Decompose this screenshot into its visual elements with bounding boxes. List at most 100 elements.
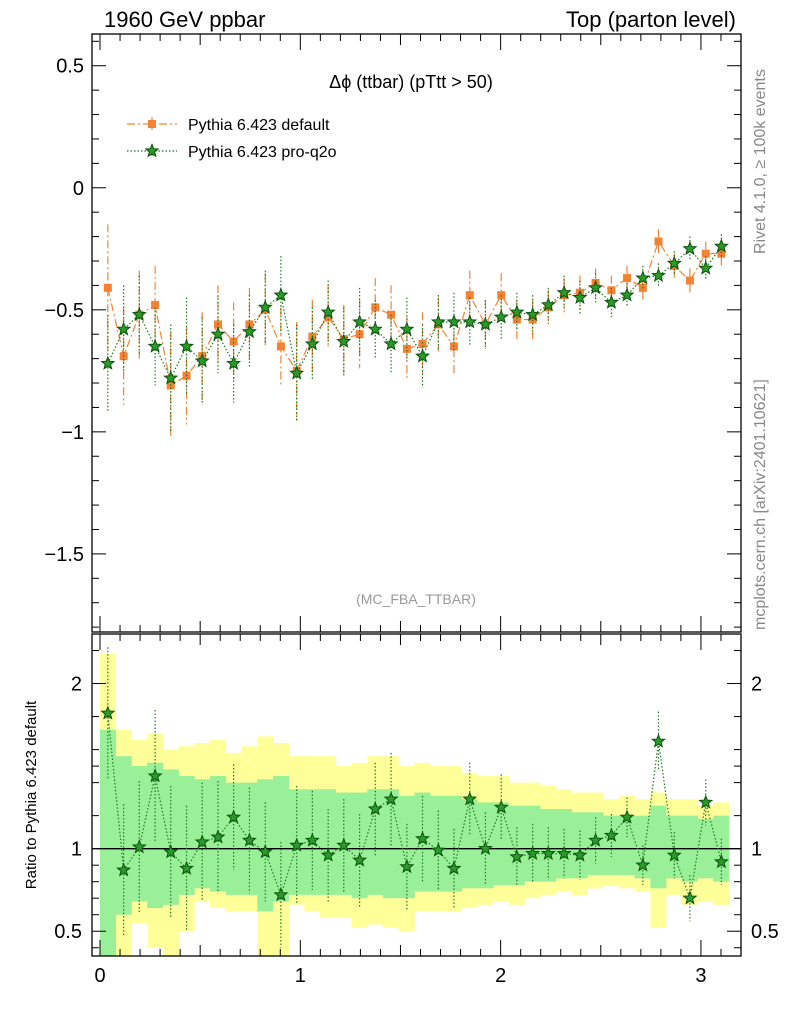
ratio-x-tick-label: 1 — [295, 965, 306, 987]
default-series-point — [229, 337, 238, 346]
ratio-proq2o-series-point — [226, 809, 242, 824]
default-series-point — [607, 286, 616, 295]
ratio-proq2o-series-point — [603, 827, 619, 842]
legend: Pythia 6.423 default Pythia 6.423 pro-q2… — [127, 117, 337, 161]
ratio-proq2o-series-point — [462, 791, 478, 806]
proq2o-series-point — [603, 294, 619, 309]
proq2o-series-point — [304, 336, 320, 351]
default-series-point — [324, 313, 333, 322]
default-series-point — [685, 276, 694, 285]
proq2o-series-point — [477, 316, 493, 331]
ratio-proq2o-series-point — [257, 844, 273, 859]
proq2o-series-point — [635, 270, 651, 285]
header-energy-label: 1960 GeV ppbar — [104, 7, 265, 32]
proq2o-series-point — [147, 338, 163, 353]
ratio-proq2o-series-point — [179, 860, 195, 875]
ratio-proq2o-series-point — [540, 845, 556, 860]
proq2o-series-point — [320, 304, 336, 319]
proq2o-series-point — [100, 355, 116, 370]
main-y-tick-label: 0 — [73, 178, 84, 200]
proq2o-series-point — [572, 289, 588, 304]
ratio-proq2o-series-point — [493, 799, 509, 814]
ratio-proq2o-series-point — [650, 733, 666, 748]
ratio-band-green-bin — [524, 805, 541, 882]
ratio-band-green-bin — [272, 776, 290, 902]
proq2o-series-point — [383, 336, 399, 351]
ratio-x-tick-label: 2 — [495, 965, 506, 987]
ratio-proq2o-series-point — [304, 832, 320, 847]
default-series-point — [654, 237, 663, 246]
ratio-series-group — [100, 647, 729, 948]
proq2o-series-point — [273, 287, 289, 302]
legend-label-proq2o: Pythia 6.423 pro-q2o — [188, 144, 337, 161]
main-y-tick-label: 0.5 — [56, 56, 84, 78]
side-rivet-label: Rivet 4.1.0, ≥ 100k events — [752, 69, 769, 254]
ratio-y-tick-label-right: 1 — [751, 839, 762, 861]
proq2o-series-point — [210, 326, 226, 341]
ratio-band-green-bin — [147, 762, 164, 909]
ratio-frame — [91, 633, 742, 957]
main-y-tick-label: −1 — [61, 422, 84, 444]
main-y-tick-label: −1.5 — [45, 544, 84, 566]
ratio-proq2o-series-point — [336, 837, 352, 852]
legend-marker-square — [148, 120, 156, 128]
ratio-proq2o-series-point — [713, 854, 729, 869]
ratio-proq2o-series-point — [415, 830, 431, 846]
ratio-proq2o-series-point — [666, 847, 682, 862]
ratio-proq2o-series-point — [194, 834, 210, 849]
default-series-point — [717, 249, 726, 258]
ratio-plot-area: 2 2 1 1 0.5 0.5 0 1 2 3 — [54, 633, 779, 987]
default-series-point — [402, 344, 411, 353]
proq2o-series-line — [107, 246, 722, 380]
proq2o-series-point — [540, 297, 556, 312]
main-plot-area: 0.5 0 −0.5 −1 −1.5 — [45, 33, 742, 633]
ratio-x-tick-label: 3 — [695, 965, 706, 987]
default-series-point — [701, 249, 710, 258]
proq2o-series-point — [713, 238, 729, 253]
proq2o-series-point — [619, 287, 635, 302]
proq2o-series-point — [525, 306, 541, 322]
ratio-proq2o-series-point — [588, 832, 604, 847]
proq2o-series-point — [336, 333, 352, 348]
ratio-band-green-bin — [115, 756, 132, 915]
ratio-proq2o-series-point — [509, 849, 525, 864]
ratio-proq2o-series-point — [352, 852, 368, 867]
ratio-band-green-bin — [367, 789, 384, 895]
legend-label-default: Pythia 6.423 default — [188, 117, 330, 134]
ratio-y-tick-label-right: 0.5 — [751, 921, 779, 943]
default-series-point — [512, 315, 521, 324]
default-series-point — [623, 274, 632, 283]
legend-entry-default: Pythia 6.423 default — [127, 117, 330, 134]
proq2o-series-point — [116, 321, 132, 336]
ratio-proq2o-series-point — [477, 840, 493, 856]
ratio-band-green-bin — [398, 795, 415, 899]
default-series-point — [418, 339, 427, 348]
proq2o-series-point — [367, 321, 383, 336]
ratio-band-green-bin — [461, 799, 478, 889]
default-series-point — [465, 291, 474, 300]
proq2o-series-point — [446, 314, 462, 329]
proq2o-series-point — [241, 323, 257, 339]
ratio-band-green-bin — [162, 769, 179, 905]
ratio-y-tick-label-left: 0.5 — [54, 921, 82, 943]
proq2o-series-point — [257, 299, 273, 314]
ratio-proq2o-series-point — [525, 845, 541, 860]
ratio-band-green-bin — [634, 815, 651, 879]
main-y-tick-label: −0.5 — [45, 300, 84, 322]
default-series-point — [276, 342, 285, 351]
ratio-proq2o-series-point — [163, 844, 179, 859]
ratio-proq2o-series-point — [619, 809, 635, 824]
default-series-point — [166, 381, 175, 390]
ratio-band-green-bin — [100, 729, 117, 956]
proq2o-series-point — [509, 304, 525, 319]
plot-title: Δϕ (ttbar) (pTtt > 50) — [329, 72, 493, 92]
ratio-band-green-bin — [493, 802, 510, 885]
legend-marker-star — [144, 143, 160, 158]
proq2o-series-point — [462, 314, 478, 329]
proq2o-series-point — [666, 255, 682, 270]
proq2o-series-point — [163, 370, 179, 385]
ratio-proq2o-series-point — [100, 705, 116, 720]
proq2o-series-point — [179, 338, 195, 353]
ratio-y-tick-label-left: 2 — [71, 674, 82, 696]
